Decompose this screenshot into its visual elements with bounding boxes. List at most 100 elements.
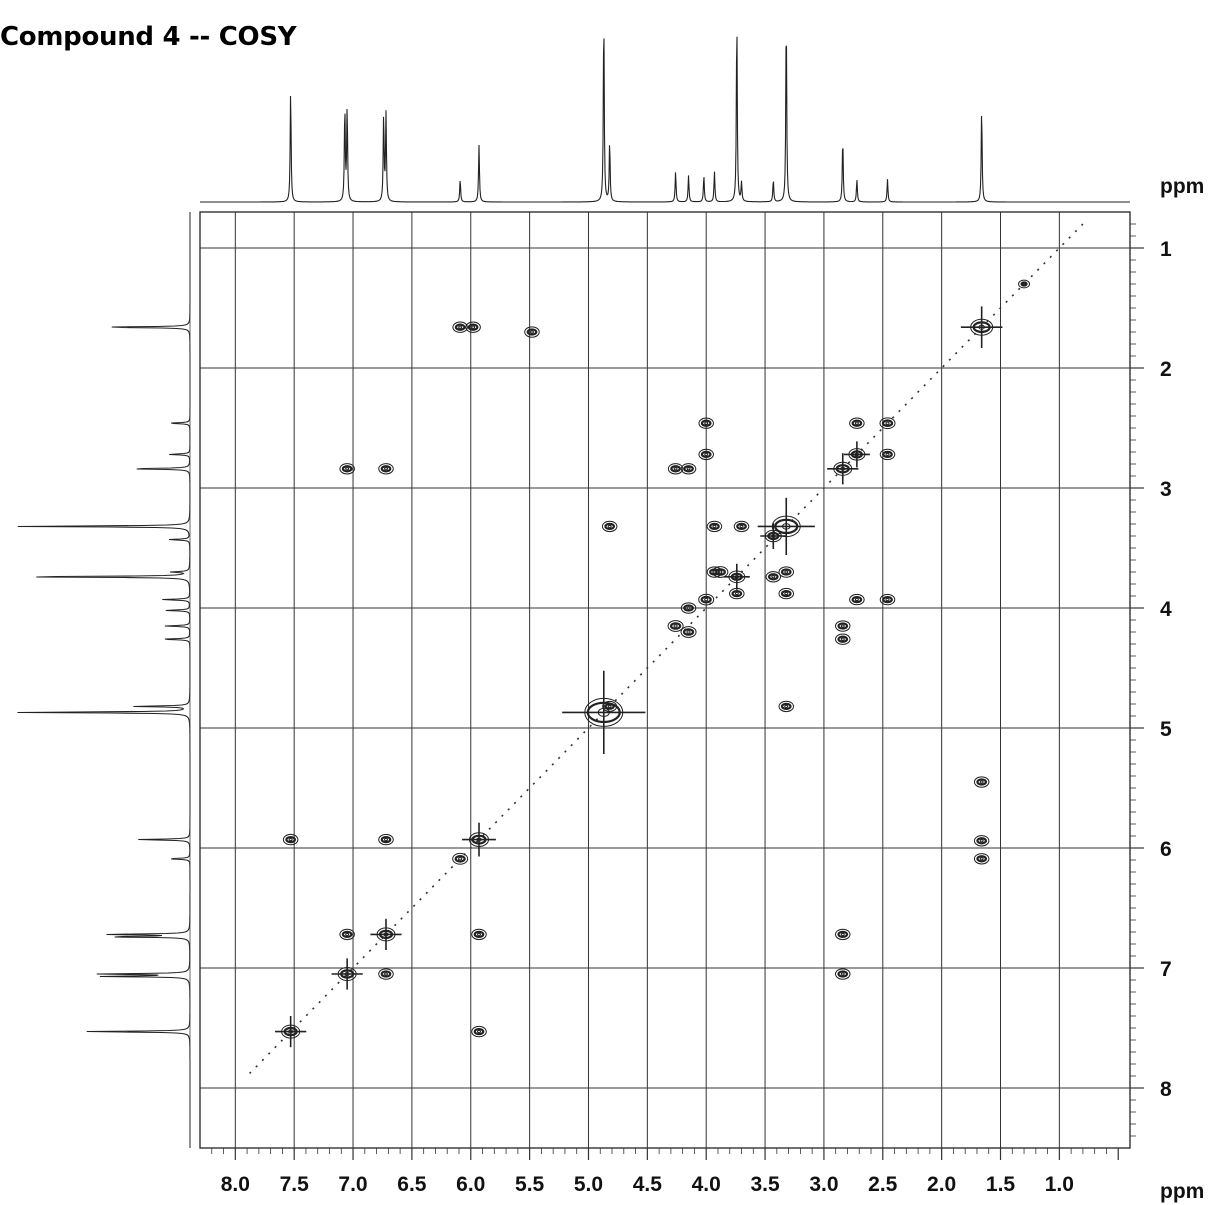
contour-core	[840, 624, 845, 628]
contour-ring-outer	[698, 593, 715, 606]
contour-ring	[700, 419, 712, 427]
contour-ring-outer	[835, 928, 851, 941]
contour-ring-outer	[339, 928, 355, 941]
contour-ring-outer	[282, 833, 299, 846]
x-tick-label: 3.5	[750, 1173, 780, 1196]
contour-core	[739, 524, 744, 528]
contour-ring-outer	[378, 833, 394, 846]
cross-peak	[879, 593, 896, 606]
bottom-ppm-axis: 8.0 7.5 7.0 6.5 6.0 5.5 5.0 4.5 4.0 3.5 3.0 2.5 2.0 1…	[211, 1148, 1119, 1196]
contour-core	[384, 467, 388, 471]
cross-peak	[973, 835, 990, 847]
contour-ring	[767, 573, 779, 581]
diagonal-peak	[843, 441, 870, 468]
bottom-ppm-unit-label: ppm	[1160, 1180, 1204, 1203]
peaks-layer	[275, 279, 1031, 1048]
contour-ring-outer	[524, 326, 540, 338]
contour-ring	[881, 419, 894, 428]
contour-ring-outer	[835, 968, 851, 980]
x-tick-label: 4.0	[692, 1173, 721, 1196]
contour-core	[458, 857, 463, 861]
x-tick-label: 7.5	[280, 1173, 310, 1196]
contour-core	[771, 575, 776, 579]
contour-core	[885, 598, 890, 602]
x-tick-label: 2.0	[927, 1173, 956, 1196]
diagonal-peak	[331, 958, 363, 990]
contour-ring-outer	[452, 852, 469, 865]
diagonal-peak	[757, 497, 815, 556]
grid-lines	[200, 212, 1144, 1148]
contour-ring	[882, 450, 893, 459]
top-ppm-unit-label: ppm	[1160, 175, 1204, 198]
cross-peak	[973, 776, 990, 788]
diagonal-peak	[562, 670, 646, 755]
contour-ring-outer	[698, 417, 714, 429]
contour-ring	[780, 568, 792, 576]
cross-peak	[778, 566, 795, 578]
contour-ring-outer	[680, 602, 697, 614]
cross-peak	[339, 463, 355, 475]
contour-ring	[1020, 281, 1028, 287]
right-ppm-axis: 1 2 3 4 5 6 7 8	[1130, 223, 1172, 1137]
contour-ring-outer	[667, 620, 684, 632]
cross-peak	[835, 968, 851, 980]
contour-ring	[526, 328, 538, 336]
contour-ring-outer	[733, 520, 750, 533]
contour-core	[607, 704, 612, 708]
cross-peak	[765, 571, 782, 583]
contour-core	[686, 467, 691, 471]
contour-core	[979, 780, 984, 784]
cross-peak	[778, 700, 795, 713]
cross-peak	[465, 321, 481, 333]
contour-ring-outer	[973, 776, 990, 788]
contour-core	[345, 932, 350, 936]
cross-peak	[452, 321, 468, 333]
contour-core	[384, 838, 388, 842]
contour-core	[784, 592, 789, 596]
y-tick-label: 3	[1160, 478, 1172, 501]
cross-peak	[733, 520, 750, 533]
contour-core	[712, 570, 717, 574]
contour-ring-outer	[1018, 279, 1031, 289]
diagonal-peak	[723, 563, 750, 590]
contour-ring	[682, 628, 695, 636]
contour-core	[854, 598, 859, 602]
cross-peak	[879, 448, 896, 461]
top-1d-projection	[200, 36, 1130, 203]
cross-peak	[698, 448, 714, 461]
contour-ring	[380, 835, 392, 844]
cross-peak	[835, 928, 851, 941]
contour-core	[673, 467, 678, 471]
x-tick-label: 7.0	[338, 1173, 367, 1196]
diagonal-peak	[879, 417, 896, 430]
diagonal-peak	[698, 593, 715, 606]
contour-ring	[683, 604, 694, 612]
contour-ring	[454, 323, 466, 331]
diagonal-peak	[960, 306, 1003, 349]
contour-ring-outer	[452, 321, 468, 333]
cross-peak	[680, 602, 697, 614]
contour-ring-outer	[706, 566, 723, 578]
cross-peak	[282, 833, 299, 846]
cross-peak	[973, 853, 990, 865]
contour-ring	[604, 522, 616, 531]
diagonal-peak	[667, 620, 684, 632]
contour-ring	[851, 419, 863, 427]
x-tick-label: 1.0	[1045, 1173, 1074, 1196]
contour-ring	[473, 930, 485, 939]
cross-peak	[339, 928, 355, 941]
contour-core	[840, 637, 845, 641]
contour-core	[712, 524, 717, 528]
contour-ring-outer	[667, 463, 684, 475]
cross-peak	[706, 520, 723, 533]
contour-ring-outer	[778, 700, 795, 713]
contour-ring-outer	[601, 520, 618, 533]
contour-core	[607, 524, 612, 528]
x-tick-label: 6.0	[456, 1173, 485, 1196]
contour-core	[704, 597, 709, 602]
contour-ring-outer	[602, 700, 618, 712]
contour-core	[471, 325, 476, 329]
contour-ring-outer	[698, 448, 714, 461]
cross-peak	[849, 593, 865, 606]
contour-core	[885, 452, 890, 456]
